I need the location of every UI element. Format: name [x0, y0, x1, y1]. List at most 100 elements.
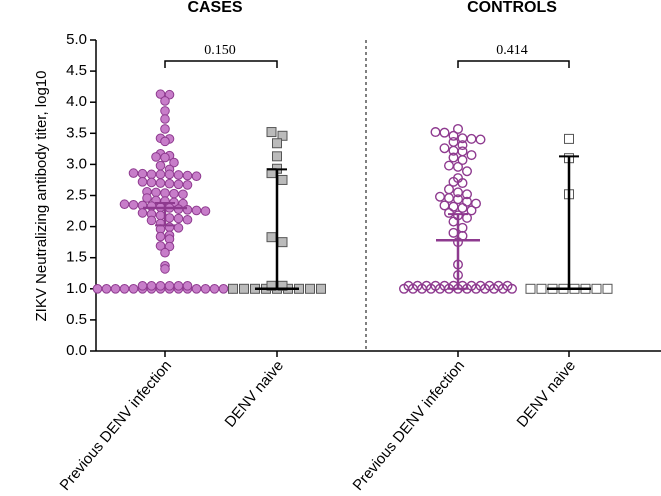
data-point [457, 202, 468, 213]
p-value-cases: 0.150 [204, 43, 236, 58]
data-point [173, 281, 184, 291]
data-point [448, 137, 459, 148]
data-point [173, 223, 184, 233]
data-point [164, 222, 175, 233]
data-point [457, 222, 468, 233]
data-point [151, 187, 161, 198]
data-point [218, 284, 229, 294]
data-point [164, 169, 175, 180]
data-point [266, 232, 277, 243]
data-point [457, 178, 468, 189]
data-point [146, 215, 157, 226]
data-point [536, 283, 547, 294]
data-point [272, 151, 282, 162]
data-point [457, 140, 468, 151]
data-point [439, 143, 450, 154]
data-point [444, 160, 455, 171]
data-point [457, 155, 468, 166]
data-point [182, 180, 193, 190]
data-point [448, 201, 459, 212]
data-point [305, 283, 315, 294]
data-point [228, 283, 238, 294]
data-point [525, 283, 536, 294]
data-point [435, 191, 446, 202]
data-point [591, 283, 602, 294]
data-point [277, 130, 288, 141]
data-point [173, 179, 184, 190]
data-point [471, 198, 482, 209]
data-point [466, 133, 477, 144]
data-point [146, 281, 157, 291]
category-label: DENV naive [514, 357, 580, 431]
y-tick-label: 3.5 [66, 124, 87, 141]
data-point [178, 189, 188, 200]
data-point [173, 170, 184, 180]
comparison-bracket [457, 60, 570, 68]
category-label: DENV naive [222, 357, 288, 431]
data-point [137, 281, 148, 291]
data-point [160, 264, 170, 274]
data-point [146, 169, 157, 180]
data-point [160, 114, 170, 124]
data-point [457, 230, 468, 241]
data-point [191, 284, 202, 294]
category-label: Previous DENV infection [57, 357, 176, 494]
comparison-bracket [164, 60, 278, 68]
y-tick-label: 4.5 [66, 62, 87, 79]
data-point [448, 216, 459, 227]
data-point [128, 200, 139, 210]
data-point [448, 152, 459, 163]
data-point [266, 127, 277, 138]
y-tick-label: 2.0 [66, 218, 87, 235]
y-tick-label: 5.0 [66, 31, 87, 48]
y-tick-label: 0.0 [66, 342, 87, 359]
data-point [128, 284, 139, 294]
data-point [453, 194, 464, 205]
data-point [466, 205, 477, 216]
data-point [182, 214, 193, 225]
data-point [160, 136, 170, 147]
data-point [462, 189, 473, 200]
data-point [155, 210, 166, 221]
data-point [239, 283, 249, 294]
data-point [182, 170, 193, 181]
data-point [146, 177, 157, 188]
data-point [182, 281, 193, 291]
data-point [137, 177, 148, 187]
data-point [119, 199, 130, 210]
y-tick-label: 2.5 [66, 186, 87, 203]
data-point [453, 161, 464, 172]
axes-group: 0.0 0.5 1.0 1.5 2.0 2.5 3.0 3.5 4.0 4.5 5.0 [66, 31, 661, 359]
data-point [169, 157, 179, 168]
p-value-controls: 0.414 [496, 43, 528, 58]
y-tick-label: 0.5 [66, 311, 87, 328]
data-point [155, 178, 166, 188]
data-point [160, 247, 170, 258]
data-point [164, 178, 175, 189]
data-point [448, 130, 459, 141]
data-point [173, 213, 184, 224]
data-point [155, 169, 166, 180]
data-point [137, 168, 148, 179]
category-label: Previous DENV infection [350, 357, 469, 494]
data-point [155, 160, 166, 171]
data-point [439, 127, 450, 138]
data-point [155, 231, 166, 242]
data-point [564, 133, 574, 144]
data-point [92, 284, 103, 294]
data-point [475, 134, 486, 145]
data-point [316, 283, 326, 294]
data-point [142, 193, 152, 203]
y-tick-label: 4.0 [66, 93, 87, 110]
data-point [160, 188, 170, 198]
data-point [277, 237, 288, 248]
marks-group [92, 89, 613, 294]
data-point [110, 284, 121, 294]
data-point [164, 281, 175, 291]
data-point [502, 280, 513, 291]
y-axis-label: ZIKV Neutralizing antibody titer, log10 [33, 71, 50, 322]
panel-title-controls: CONTROLS [467, 0, 557, 16]
category-labels: Previous DENV infection DENV naive Previou… [57, 357, 580, 494]
data-point [151, 152, 161, 162]
